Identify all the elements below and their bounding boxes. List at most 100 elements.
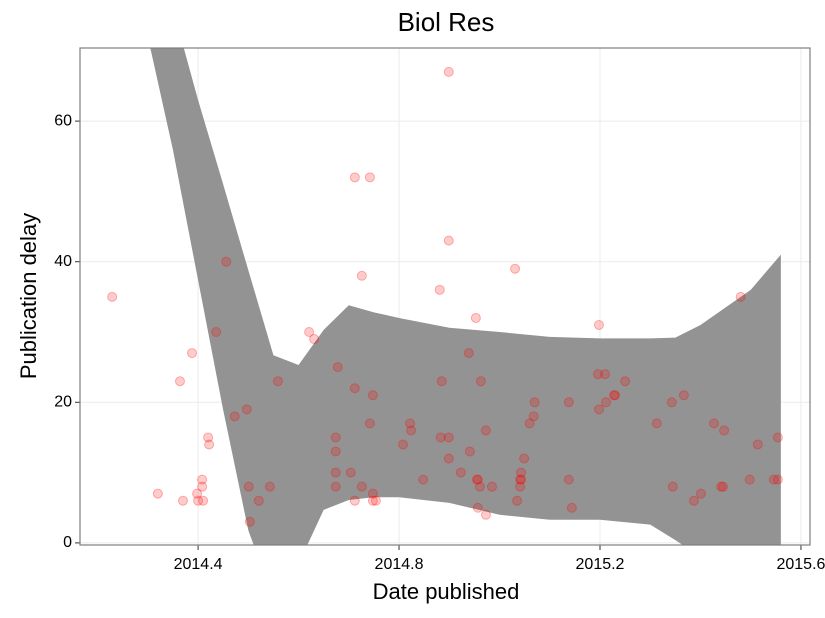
data-point: [253, 495, 264, 506]
data-point: [356, 270, 367, 281]
data-point: [443, 66, 454, 77]
data-point: [241, 404, 252, 415]
data-point: [768, 474, 779, 485]
data-point: [752, 439, 763, 450]
y-tick-label: 60: [54, 112, 72, 129]
data-point: [443, 235, 454, 246]
data-point: [529, 397, 540, 408]
data-point: [600, 369, 611, 380]
data-point: [364, 418, 375, 429]
data-point: [593, 319, 604, 330]
data-point: [515, 481, 526, 492]
data-point: [356, 481, 367, 492]
data-point: [197, 474, 208, 485]
data-point: [349, 495, 360, 506]
data-point: [443, 432, 454, 443]
data-point: [345, 467, 356, 478]
x-tick-label: 2015.2: [576, 556, 625, 573]
data-point: [563, 474, 574, 485]
data-point: [198, 495, 209, 506]
data-point: [678, 390, 689, 401]
data-point: [524, 418, 535, 429]
data-point: [735, 291, 746, 302]
data-point: [716, 481, 727, 492]
data-point: [349, 383, 360, 394]
data-point: [330, 446, 341, 457]
data-point: [515, 474, 526, 485]
data-point: [152, 488, 163, 499]
data-point: [418, 474, 429, 485]
data-point: [367, 495, 378, 506]
data-point: [203, 432, 214, 443]
data-point: [405, 418, 416, 429]
data-point: [666, 397, 677, 408]
data-point: [174, 376, 185, 387]
data-point: [528, 411, 539, 422]
data-point: [695, 488, 706, 499]
data-point: [519, 453, 530, 464]
chart-title: Biol Res: [398, 7, 495, 37]
data-point: [744, 474, 755, 485]
data-point: [367, 488, 378, 499]
data-point: [516, 467, 527, 478]
data-point: [593, 404, 604, 415]
data-point: [192, 488, 203, 499]
data-point: [719, 425, 730, 436]
data-point: [264, 481, 275, 492]
data-point: [443, 453, 454, 464]
data-point: [475, 376, 486, 387]
data-point: [651, 418, 662, 429]
data-point: [221, 256, 232, 267]
data-point: [510, 263, 521, 274]
data-point: [330, 432, 341, 443]
data-point: [463, 348, 474, 359]
data-point: [667, 481, 678, 492]
data-point: [472, 502, 483, 513]
data-point: [601, 397, 612, 408]
data-point: [272, 376, 283, 387]
data-point: [610, 390, 621, 401]
data-point: [718, 481, 729, 492]
data-point: [187, 348, 198, 359]
y-tick-label: 20: [54, 394, 72, 411]
data-point: [193, 495, 204, 506]
data-point: [592, 369, 603, 380]
data-point: [243, 481, 254, 492]
data-point: [772, 432, 783, 443]
data-point: [406, 425, 417, 436]
data-point: [620, 376, 631, 387]
data-point: [512, 495, 523, 506]
data-point: [204, 439, 215, 450]
data-point: [304, 327, 315, 337]
data-point: [107, 291, 118, 302]
data-point: [470, 312, 481, 323]
data-point: [455, 467, 466, 478]
data-point: [309, 334, 320, 345]
x-tick-label: 2014.4: [174, 556, 223, 573]
data-point: [563, 397, 574, 408]
data-point: [177, 495, 188, 506]
data-point: [367, 390, 378, 401]
data-point: [435, 432, 446, 443]
data-point: [474, 481, 485, 492]
data-point: [516, 474, 527, 485]
data-point: [480, 425, 491, 436]
y-tick-label: 0: [63, 534, 72, 551]
y-axis-label: Publication delay: [16, 213, 41, 379]
data-point: [480, 509, 491, 520]
data-point: [332, 362, 343, 373]
x-tick-label: 2015.6: [776, 556, 825, 573]
plot-area: [107, 48, 783, 545]
x-axis-label: Date published: [373, 579, 520, 604]
data-point: [398, 439, 409, 450]
data-point: [464, 446, 475, 457]
data-point: [566, 502, 577, 513]
data-point: [229, 411, 240, 422]
panel-border: [79, 47, 811, 546]
data-point: [244, 516, 255, 527]
data-point: [349, 172, 360, 183]
y-tick-label: 40: [54, 253, 72, 270]
data-point: [772, 474, 783, 485]
